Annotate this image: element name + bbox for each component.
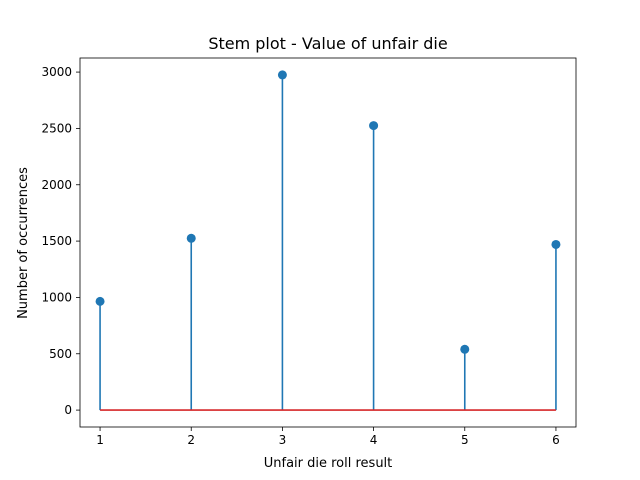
plot-area <box>79 57 577 428</box>
y-tick-label: 1500 <box>41 234 72 248</box>
y-tick-label: 0 <box>64 403 72 417</box>
y-tick-label: 2000 <box>41 178 72 192</box>
stem-marker <box>460 344 470 354</box>
x-tick-label: 1 <box>96 433 104 447</box>
x-tick-label: 6 <box>552 433 560 447</box>
stem-marker <box>277 70 287 80</box>
stem-marker <box>186 233 196 243</box>
y-tick-label: 2500 <box>41 121 72 135</box>
axes-frame <box>79 57 577 428</box>
x-tick-label: 3 <box>279 433 287 447</box>
x-axis-ticks: 1 2 3 4 5 6 <box>96 427 560 447</box>
x-tick-label: 4 <box>370 433 378 447</box>
y-tick-label: 500 <box>49 347 72 361</box>
x-tick-label: 2 <box>187 433 195 447</box>
y-axis-label: Number of occurrences <box>16 167 31 319</box>
y-axis-ticks: 0 500 1000 1500 2000 2500 3000 <box>41 65 80 417</box>
y-tick-label: 3000 <box>41 65 72 79</box>
stems-group <box>95 70 561 411</box>
y-tick-label: 1000 <box>41 290 72 304</box>
stem-marker <box>369 121 379 131</box>
x-axis-label: Unfair die roll result <box>264 456 393 471</box>
chart-title: Stem plot - Value of unfair die <box>208 34 447 53</box>
stem-marker <box>551 239 561 249</box>
stem-marker <box>95 296 105 306</box>
x-tick-label: 5 <box>461 433 469 447</box>
